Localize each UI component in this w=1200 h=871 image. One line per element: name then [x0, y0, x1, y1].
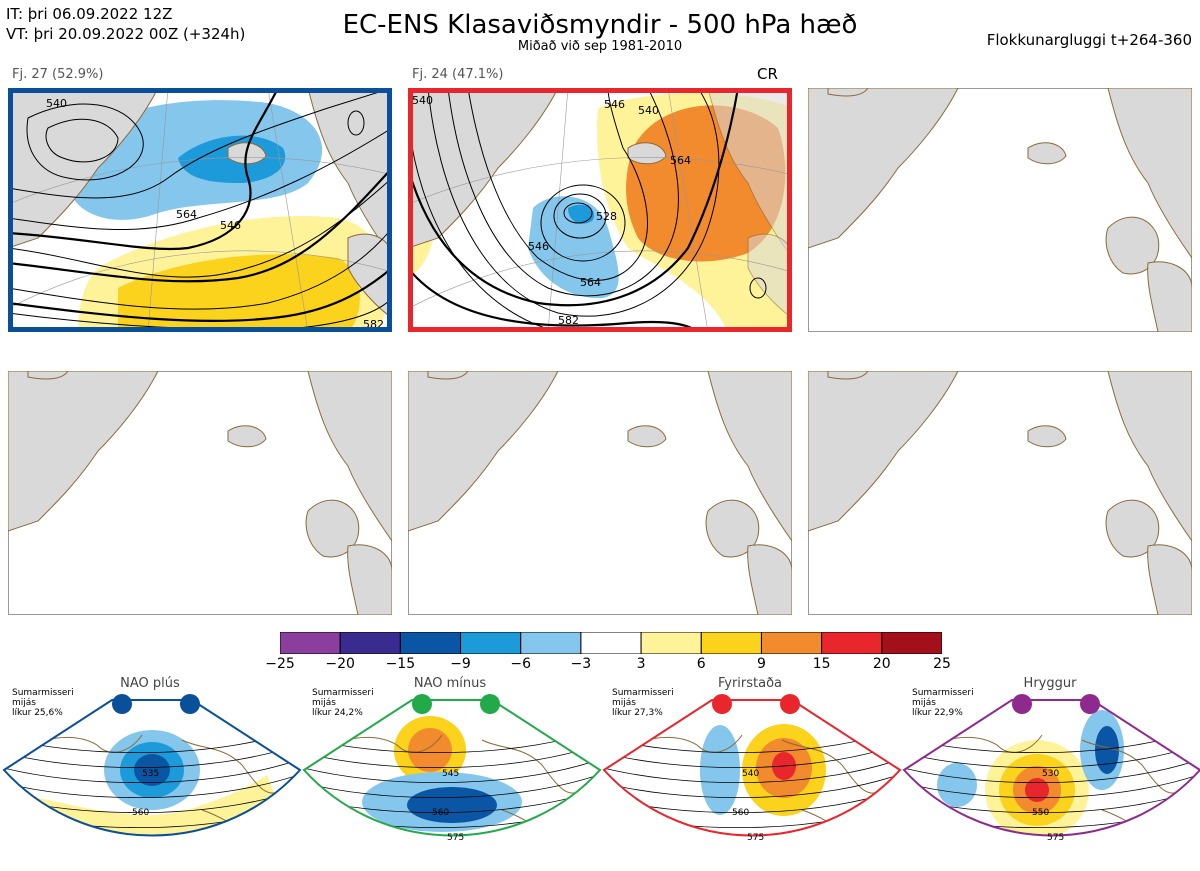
colorbar-segment	[760, 631, 823, 655]
colorbar-segment	[460, 631, 522, 655]
colorbar-segment	[700, 631, 762, 655]
contour-label: 560	[132, 808, 149, 818]
cluster-map-1: 540 546 564 582	[8, 88, 392, 332]
contour-label: 546	[604, 98, 625, 111]
colorbar-segment	[640, 631, 702, 655]
regime-fan-map: 535 560	[2, 699, 302, 837]
regime-description: Sumarmisseri mijás líkur 25,6%	[12, 688, 74, 718]
contour-label: 546	[528, 240, 549, 253]
contour-label: 540	[742, 769, 759, 779]
cluster-2-regime: CR	[757, 65, 778, 83]
colorbar-segment	[881, 631, 943, 655]
colorbar-segment	[279, 631, 341, 655]
cluster-map-2: 546 540 528 546 564 582 540 564	[408, 88, 792, 332]
empty-map-4	[8, 371, 392, 615]
regime-title: Hryggur	[1023, 676, 1077, 691]
contour-label: 564	[176, 208, 197, 221]
regime-title: NAO plús	[120, 676, 180, 691]
colorbar-segment	[520, 631, 582, 655]
regime-fan-map: 545 560 575	[302, 699, 602, 843]
regime-marker-dot	[480, 694, 500, 714]
contour-label: 540	[46, 97, 67, 110]
contour-label: 528	[596, 210, 617, 223]
classification-window: Flokkunargluggi t+264-360	[986, 31, 1192, 49]
contour-label: 575	[747, 833, 764, 843]
colorbar-tick-label: −6	[510, 656, 532, 672]
colorbar-tick-label: 9	[756, 656, 766, 672]
contour-label: 535	[142, 769, 159, 779]
colorbar-segment	[399, 631, 462, 655]
contour-label: 530	[1042, 769, 1059, 779]
cluster-1-label: Fj. 27 (52.9%)	[12, 67, 104, 82]
regime-description: Sumarmisseri mijás líkur 22,9%	[912, 688, 974, 718]
colorbar-tick-label: −25	[265, 656, 295, 672]
colorbar-tick-label: 25	[933, 656, 951, 672]
page-subtitle: Miðað við sep 1981-2010	[517, 39, 683, 54]
regime-marker-dot	[1012, 694, 1032, 714]
contour-label: 545	[442, 769, 459, 779]
contour-label: 564	[580, 276, 601, 289]
regime-marker-dot	[180, 694, 200, 714]
colorbar-tick-label: 6	[696, 656, 706, 672]
colorbar-segment	[821, 631, 883, 655]
contour-label: 575	[447, 833, 464, 843]
init-time: IT: þri 06.09.2022 12Z	[6, 5, 173, 23]
colorbar	[279, 631, 943, 655]
empty-map-5	[408, 371, 792, 615]
contour-label: 540	[412, 94, 433, 107]
colorbar-ticks: −25 −20 −15 −9 −6 −3 3 6 9 15 20 25	[265, 656, 951, 673]
colorbar-segment	[339, 631, 401, 655]
colorbar-tick-label: 3	[636, 656, 646, 672]
regime-marker-dot	[412, 694, 432, 714]
contour-label: 582	[558, 314, 579, 327]
contour-label: 546	[220, 219, 241, 232]
empty-map-3	[808, 88, 1192, 332]
page-title: EC-ENS Klasaviðsmyndir - 500 hPa hæð	[342, 10, 858, 40]
colorbar-segment	[580, 631, 642, 655]
contour-label: 575	[1047, 833, 1064, 843]
colorbar-tick-label: −3	[570, 656, 592, 672]
regime-marker-dot	[712, 694, 732, 714]
contour-label: 564	[670, 154, 691, 167]
regime-marker-dot	[780, 694, 800, 714]
valid-time: VT: þri 20.09.2022 00Z (+324h)	[6, 25, 246, 43]
contour-label: 540	[638, 104, 659, 117]
colorbar-tick-label: −20	[325, 656, 355, 672]
header-info: IT: þri 06.09.2022 12Z VT: þri 20.09.202…	[6, 4, 245, 44]
regime-fan-map: 540 560 575	[602, 699, 902, 843]
cluster-2-label: Fj. 24 (47.1%)	[412, 67, 504, 82]
regime-fan-map: 530 550 575	[902, 699, 1200, 843]
colorbar-tick-label: −9	[450, 656, 471, 672]
contour-label: 560	[732, 808, 749, 818]
colorbar-tick-label: 15	[812, 656, 831, 672]
colorbar-tick-label: −15	[385, 656, 416, 672]
contour-label: 550	[1032, 808, 1049, 818]
regime-title: NAO mínus	[413, 676, 487, 691]
contour-label: 560	[432, 808, 449, 818]
colorbar-tick-label: 20	[872, 656, 891, 672]
regime-description: Sumarmisseri mijás líkur 24,2%	[312, 688, 374, 718]
regime-title: Fyrirstaða	[717, 676, 783, 691]
regime-marker-dot	[1080, 694, 1100, 714]
regime-marker-dot	[112, 694, 132, 714]
regime-description: Sumarmisseri mijás líkur 27,3%	[612, 688, 674, 718]
empty-map-6	[808, 371, 1192, 615]
